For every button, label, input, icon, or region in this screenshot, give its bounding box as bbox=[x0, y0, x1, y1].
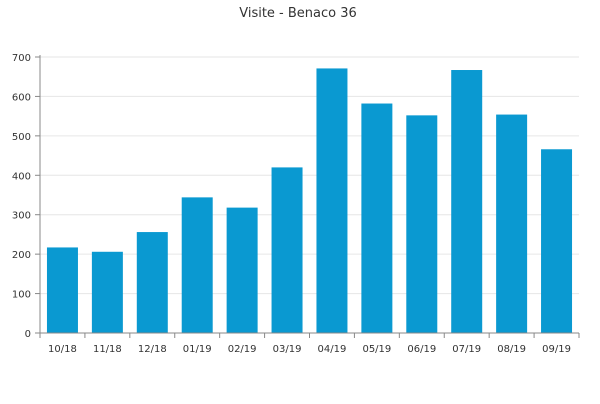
y-tick-label: 200 bbox=[12, 250, 31, 261]
y-tick-label: 600 bbox=[12, 92, 31, 103]
y-tick-label: 0 bbox=[25, 329, 31, 340]
y-tick-label: 300 bbox=[12, 211, 31, 222]
bar bbox=[91, 251, 123, 333]
y-axis-ticks: 0 100 200 300 400 500 600 700 bbox=[12, 53, 31, 340]
gridlines bbox=[40, 56, 579, 295]
x-tick-label: 03/19 bbox=[273, 344, 302, 355]
x-tick-label: 08/19 bbox=[497, 344, 526, 355]
x-tick-label: 05/19 bbox=[362, 344, 391, 355]
bar bbox=[451, 70, 483, 334]
x-tick-label: 09/19 bbox=[542, 344, 571, 355]
x-tick-label: 12/18 bbox=[138, 344, 167, 355]
chart-title: Visite - Benaco 36 bbox=[239, 6, 357, 21]
x-tick-label: 01/19 bbox=[183, 344, 212, 355]
x-tick-label: 04/19 bbox=[318, 344, 347, 355]
bar bbox=[181, 197, 213, 333]
x-tick-label: 11/18 bbox=[93, 344, 122, 355]
bar bbox=[361, 103, 393, 333]
x-tick-label: 10/18 bbox=[48, 344, 77, 355]
bar bbox=[46, 247, 78, 333]
x-axis-ticks: 10/18 11/18 12/18 01/19 02/19 03/19 04/19 05/19… bbox=[48, 344, 571, 355]
bar bbox=[496, 114, 528, 334]
y-tick-label: 500 bbox=[12, 132, 31, 143]
x-tick-label: 06/19 bbox=[407, 344, 436, 355]
bars bbox=[46, 68, 573, 334]
x-tick-label: 07/19 bbox=[452, 344, 481, 355]
axes bbox=[35, 55, 580, 338]
bar bbox=[226, 207, 258, 333]
bar bbox=[271, 167, 303, 333]
y-tick-label: 100 bbox=[12, 290, 31, 301]
bar bbox=[406, 115, 438, 334]
bar bbox=[136, 232, 168, 333]
x-tick-label: 02/19 bbox=[228, 344, 257, 355]
bar bbox=[541, 149, 573, 333]
y-tick-label: 400 bbox=[12, 171, 31, 182]
bar bbox=[316, 68, 348, 333]
y-tick-label: 700 bbox=[12, 53, 31, 64]
